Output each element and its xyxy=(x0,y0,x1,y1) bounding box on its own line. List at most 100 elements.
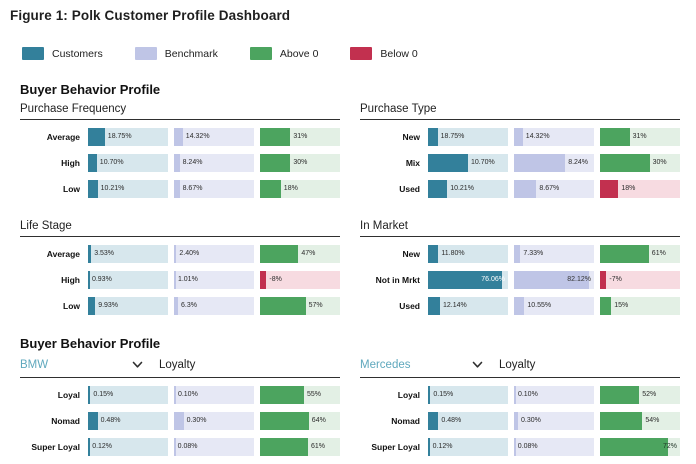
panel-title: Purchase Type xyxy=(360,101,680,120)
index-value: 30% xyxy=(293,159,308,166)
benchmark-value: 6.3% xyxy=(181,302,197,309)
panel-grid: BMW Loyalty Loyal 0.15% 0.10% 55% Nomad 0.48% 0.… xyxy=(20,355,680,464)
chart-row: New 18.75% 14.32% 31% xyxy=(360,128,680,146)
benchmark-bar xyxy=(514,386,516,404)
index-bar xyxy=(260,438,308,456)
customers-value: 0.48% xyxy=(100,417,121,424)
row-label: Not in Mrkt xyxy=(375,275,420,285)
legend-label: Customers xyxy=(52,47,103,60)
benchmark-value: 0.30% xyxy=(521,417,541,424)
index-track: 30% xyxy=(260,154,340,172)
row-tracks: 0.12% 0.08% 72% xyxy=(428,438,680,456)
index-value: 15% xyxy=(614,302,629,309)
chart-row: High 10.70% 8.24% 30% xyxy=(20,154,340,172)
benchmark-track: 8.24% xyxy=(514,154,594,172)
row-tracks: 18.75% 14.32% 31% xyxy=(88,128,340,146)
index-value: 31% xyxy=(632,133,647,140)
customers-track: 18.75% xyxy=(428,128,508,146)
index-value: 47% xyxy=(301,250,316,257)
chart-row: Super Loyal 0.12% 0.08% 72% xyxy=(360,438,680,456)
row-label: New xyxy=(402,249,420,259)
index-value: 18% xyxy=(283,185,298,192)
customers-value: 10.70% xyxy=(471,159,495,166)
benchmark-bar xyxy=(174,271,176,289)
panel-grid: Purchase Frequency Average 18.75% 14.32% 31%… xyxy=(20,101,680,323)
index-track: -7% xyxy=(600,271,680,289)
benchmark-track: 14.32% xyxy=(514,128,594,146)
index-track: -8% xyxy=(260,271,340,289)
dropdown-header-row: Mercedes Loyalty xyxy=(360,355,680,378)
vehicle-make-dropdown[interactable]: BMW xyxy=(20,358,49,371)
benchmark-bar xyxy=(174,180,180,198)
benchmark-value: 8.67% xyxy=(182,185,203,192)
customers-track: 10.21% xyxy=(88,180,168,198)
chart-row: Nomad 0.48% 0.30% 54% xyxy=(360,412,680,430)
index-value: 57% xyxy=(308,302,323,309)
customers-track: 0.12% xyxy=(428,438,508,456)
panel-mercedes-loyalty: Mercedes Loyalty Loyal 0.15% 0.10% 52% Nomad 0.… xyxy=(360,355,680,464)
dropdown-header-row: BMW Loyalty xyxy=(20,355,340,378)
index-bar xyxy=(600,271,607,289)
chart-row: High 0.93% 1.01% -8% xyxy=(20,271,340,289)
customers-track: 10.21% xyxy=(428,180,508,198)
benchmark-bar xyxy=(514,154,566,172)
chart-row: Used 10.21% 8.67% 18% xyxy=(360,180,680,198)
legend-label: Benchmark xyxy=(164,47,218,60)
index-value: 64% xyxy=(311,417,326,424)
customers-track: 9.93% xyxy=(88,297,168,315)
panel-purchase-frequency: Purchase Frequency Average 18.75% 14.32% 31%… xyxy=(20,101,340,206)
row-tracks: 76.06% 82.12% -7% xyxy=(428,271,680,289)
index-track: 18% xyxy=(260,180,340,198)
legend-label: Above 0 xyxy=(279,47,319,60)
section-heading: Buyer Behavior Profile xyxy=(20,82,161,97)
legend-item: Customers xyxy=(22,47,103,60)
benchmark-track: 6.3% xyxy=(174,297,254,315)
benchmark-bar xyxy=(514,438,516,456)
customers-track: 0.48% xyxy=(88,412,168,430)
customers-value: 0.48% xyxy=(441,417,462,424)
customers-value: 10.70% xyxy=(99,159,124,166)
customers-bar xyxy=(88,386,91,404)
benchmark-bar xyxy=(514,297,525,315)
customers-bar xyxy=(88,128,105,146)
chart-row: Average 3.53% 2.40% 47% xyxy=(20,245,340,263)
customers-bar xyxy=(88,438,90,456)
customers-legend-swatch xyxy=(22,47,44,60)
row-label: Nomad xyxy=(51,416,80,426)
index-track: 61% xyxy=(600,245,680,263)
customers-value: 0.15% xyxy=(93,391,114,398)
index-value: 61% xyxy=(651,250,666,257)
index-value: 72% xyxy=(662,443,677,450)
benchmark-value: 8.67% xyxy=(539,185,560,192)
panel-life-stage: Life Stage Average 3.53% 2.40% 47% High 0.93% 1… xyxy=(20,218,340,323)
chevron-down-icon[interactable] xyxy=(132,361,143,369)
row-tracks: 10.70% 8.24% 30% xyxy=(88,154,340,172)
legend-item: Above 0 xyxy=(249,47,319,60)
customers-bar xyxy=(428,154,468,172)
index-bar xyxy=(260,297,306,315)
index-value: -7% xyxy=(609,276,622,283)
loyalty-subtitle: Loyalty xyxy=(499,358,536,371)
dashboard-content: Buyer Behavior Profile Purchase Frequency… xyxy=(0,82,696,464)
benchmark-track: 0.10% xyxy=(174,386,254,404)
index-bar xyxy=(600,180,619,198)
benchmark-track: 10.55% xyxy=(514,297,594,315)
benchmark-value: 0.10% xyxy=(177,391,198,398)
vehicle-make-dropdown[interactable]: Mercedes xyxy=(360,358,411,371)
index-track: 72% xyxy=(600,438,680,456)
benchmark-bar xyxy=(514,128,523,146)
chart-row: Used 12.14% 10.55% 15% xyxy=(360,297,680,315)
benchmark-track: 0.08% xyxy=(174,438,254,456)
benchmark-track: 8.67% xyxy=(174,180,254,198)
customers-value: 3.53% xyxy=(94,250,115,257)
benchmark-value: 8.24% xyxy=(568,159,589,166)
index-bar xyxy=(260,412,309,430)
benchmark-track: 2.40% xyxy=(174,245,254,263)
index-value: 61% xyxy=(311,443,326,450)
benchmark-bar xyxy=(174,386,176,404)
chart-row: Nomad 0.48% 0.30% 64% xyxy=(20,412,340,430)
chevron-down-icon[interactable] xyxy=(472,361,483,369)
customers-value: 0.93% xyxy=(91,276,112,283)
chart-row: Low 9.93% 6.3% 57% xyxy=(20,297,340,315)
below-legend-swatch xyxy=(350,47,373,60)
